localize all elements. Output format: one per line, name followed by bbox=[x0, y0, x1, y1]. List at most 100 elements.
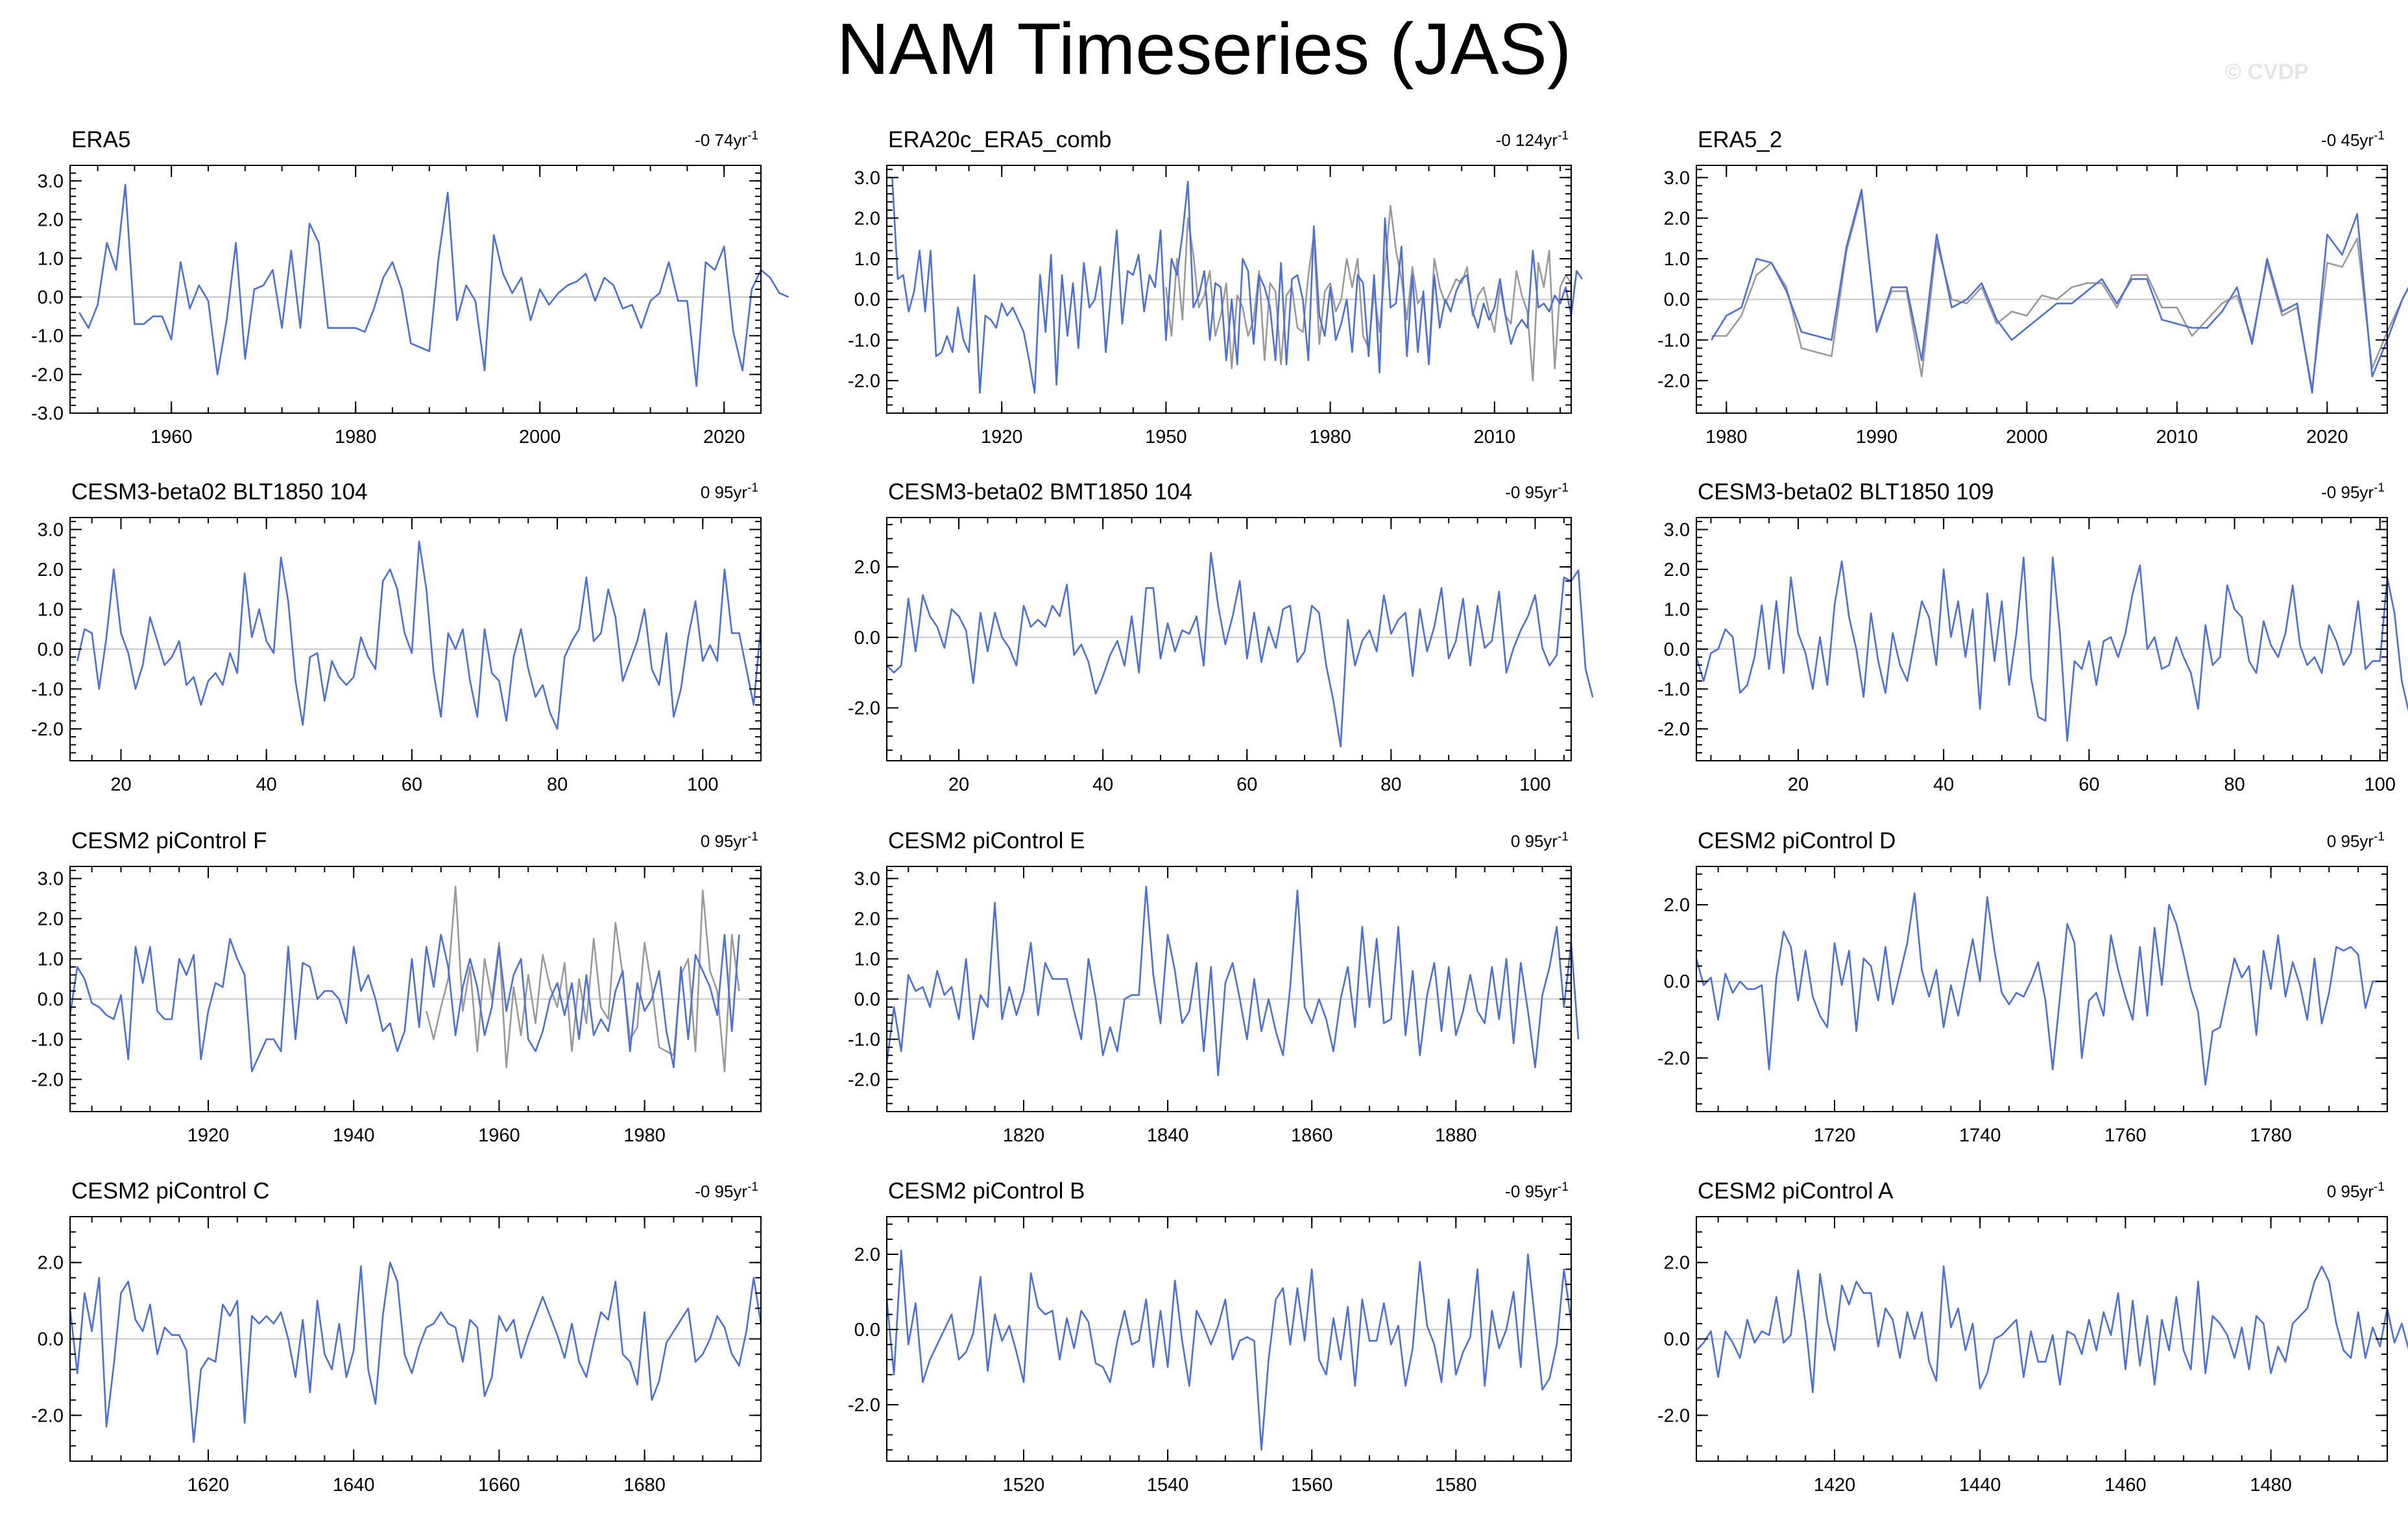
x-tick-label: 1880 bbox=[1435, 1125, 1477, 1146]
y-tick-label: 2.0 bbox=[38, 210, 64, 231]
y-tick-label: 2.0 bbox=[854, 557, 880, 578]
series-line-1 bbox=[1711, 189, 2408, 394]
y-tick-label: -2.0 bbox=[31, 1069, 64, 1090]
x-tick-label: 1420 bbox=[1814, 1475, 1856, 1496]
x-tick-label: 1920 bbox=[187, 1125, 230, 1146]
watermark: © CVDP bbox=[2225, 60, 2309, 84]
x-tick-label: 40 bbox=[1933, 774, 1954, 795]
x-tick-label: 60 bbox=[1236, 774, 1257, 795]
trend-label: 0 95yr-1 bbox=[1511, 830, 1569, 851]
x-tick-label: 1480 bbox=[2250, 1475, 2292, 1496]
y-tick-label: -2.0 bbox=[31, 364, 64, 385]
panel-title: CESM2 piControl C bbox=[71, 1178, 269, 1204]
y-tick-label: 0.0 bbox=[38, 287, 64, 308]
y-tick-label: 1.0 bbox=[38, 949, 64, 970]
y-tick-label: -2.0 bbox=[31, 1405, 64, 1426]
x-tick-label: 1840 bbox=[1147, 1125, 1189, 1146]
y-tick-label: -2.0 bbox=[1657, 1405, 1690, 1426]
y-tick-label: -1.0 bbox=[31, 326, 64, 347]
y-tick-label: 2.0 bbox=[1664, 208, 1690, 229]
y-tick-label: -2.0 bbox=[848, 1395, 880, 1416]
y-tick-label: -1.0 bbox=[1657, 679, 1690, 700]
series-line-1 bbox=[1696, 1265, 2408, 1394]
x-tick-label: 1740 bbox=[1959, 1125, 2001, 1146]
x-tick-label: 2010 bbox=[1474, 427, 1516, 447]
series-line-1 bbox=[1695, 556, 2408, 742]
x-tick-label: 1580 bbox=[1435, 1475, 1477, 1496]
x-tick-label: 1540 bbox=[1147, 1475, 1189, 1496]
y-tick-label: 0.0 bbox=[854, 989, 880, 1010]
panel-9: CESM2 piControl D 0 95yr-1 -2.0 0.0 2.0 1720 1… bbox=[1657, 828, 2388, 1146]
x-tick-label: 1440 bbox=[1959, 1475, 2001, 1496]
plot-frame bbox=[1696, 517, 2388, 761]
y-tick-label: 0.0 bbox=[854, 628, 880, 649]
x-tick-label: 20 bbox=[948, 774, 969, 795]
plot-frame bbox=[1696, 165, 2388, 414]
y-tick-label: 2.0 bbox=[1664, 560, 1690, 580]
trend-label: -0 95yr-1 bbox=[1505, 1180, 1569, 1201]
series-line-1 bbox=[885, 885, 1580, 1077]
x-tick-label: 2020 bbox=[703, 427, 745, 447]
panel-8: CESM2 piControl E 0 95yr-1 -2.0 -1.0 0.0 1.0 2… bbox=[848, 828, 1580, 1146]
x-tick-label: 60 bbox=[402, 774, 422, 795]
x-tick-label: 1560 bbox=[1291, 1475, 1333, 1496]
plot-frame bbox=[886, 517, 1572, 761]
trend-label: -0 95yr-1 bbox=[695, 1180, 758, 1201]
trend-label: 0 95yr-1 bbox=[701, 830, 758, 851]
x-tick-label: 1960 bbox=[478, 1125, 520, 1146]
panel-title: CESM2 piControl D bbox=[1698, 828, 1896, 853]
x-tick-label: 1940 bbox=[333, 1125, 375, 1146]
x-tick-label: 2010 bbox=[2156, 427, 2198, 447]
x-tick-label: 1820 bbox=[1003, 1125, 1045, 1146]
y-tick-label: 3.0 bbox=[1664, 168, 1690, 189]
y-tick-label: -2.0 bbox=[1657, 1048, 1690, 1069]
x-tick-label: 1460 bbox=[2104, 1475, 2147, 1496]
x-tick-label: 1860 bbox=[1291, 1125, 1333, 1146]
y-tick-label: 0.0 bbox=[1664, 972, 1690, 992]
y-tick-label: -3.0 bbox=[31, 403, 64, 424]
x-tick-label: 1660 bbox=[478, 1475, 520, 1496]
y-tick-label: 2.0 bbox=[38, 1253, 64, 1274]
x-tick-label: 1960 bbox=[150, 427, 193, 447]
y-tick-label: -1.0 bbox=[31, 679, 64, 700]
plot-frame bbox=[69, 517, 762, 761]
trend-label: -0 95yr-1 bbox=[1505, 481, 1569, 502]
series-line-1 bbox=[886, 551, 1594, 748]
y-tick-label: 0.0 bbox=[1664, 290, 1690, 311]
x-tick-label: 1680 bbox=[623, 1475, 666, 1496]
panel-title: CESM2 piControl F bbox=[71, 828, 267, 853]
y-tick-label: -2.0 bbox=[848, 371, 880, 392]
series-line-1 bbox=[78, 184, 789, 387]
x-tick-label: 2000 bbox=[2006, 427, 2048, 447]
y-tick-label: 3.0 bbox=[38, 519, 64, 540]
y-tick-label: 3.0 bbox=[38, 171, 64, 192]
x-tick-label: 60 bbox=[2078, 774, 2099, 795]
x-tick-label: 80 bbox=[2224, 774, 2245, 795]
trend-label: 0 95yr-1 bbox=[701, 481, 758, 502]
y-tick-label: -1.0 bbox=[1657, 330, 1690, 351]
plot-frame bbox=[1696, 866, 2388, 1112]
trend-label: -0 95yr-1 bbox=[2321, 481, 2385, 502]
x-tick-label: 1980 bbox=[623, 1125, 666, 1146]
x-tick-label: 2000 bbox=[519, 427, 561, 447]
x-tick-label: 40 bbox=[256, 774, 277, 795]
panel-2: ERA20c_ERA5_comb -0 124yr-1 -2.0 -1.0 0.0 1.0… bbox=[848, 127, 1583, 447]
x-tick-label: 1950 bbox=[1145, 427, 1187, 447]
panel-11: CESM2 piControl B -0 95yr-1 -2.0 0.0 2.0 1520… bbox=[848, 1178, 1572, 1496]
plot-frame bbox=[886, 866, 1572, 1112]
x-tick-label: 1780 bbox=[2250, 1125, 2292, 1146]
x-tick-label: 1640 bbox=[333, 1475, 375, 1496]
y-tick-label: -1.0 bbox=[31, 1029, 64, 1050]
plot-frame bbox=[69, 165, 762, 414]
trend-label: -0 45yr-1 bbox=[2321, 129, 2385, 150]
y-tick-label: 1.0 bbox=[1664, 249, 1690, 270]
y-tick-label: -2.0 bbox=[1657, 719, 1690, 740]
y-tick-label: 0.0 bbox=[38, 639, 64, 660]
plot-frame bbox=[886, 1216, 1572, 1462]
trend-label: 0 95yr-1 bbox=[2327, 830, 2385, 851]
panel-4: CESM3-beta02 BLT1850 104 0 95yr-1 -2.0 -1.0… bbox=[31, 479, 762, 795]
y-tick-label: 2.0 bbox=[38, 909, 64, 930]
y-tick-label: -1.0 bbox=[848, 1029, 880, 1050]
x-tick-label: 20 bbox=[110, 774, 131, 795]
